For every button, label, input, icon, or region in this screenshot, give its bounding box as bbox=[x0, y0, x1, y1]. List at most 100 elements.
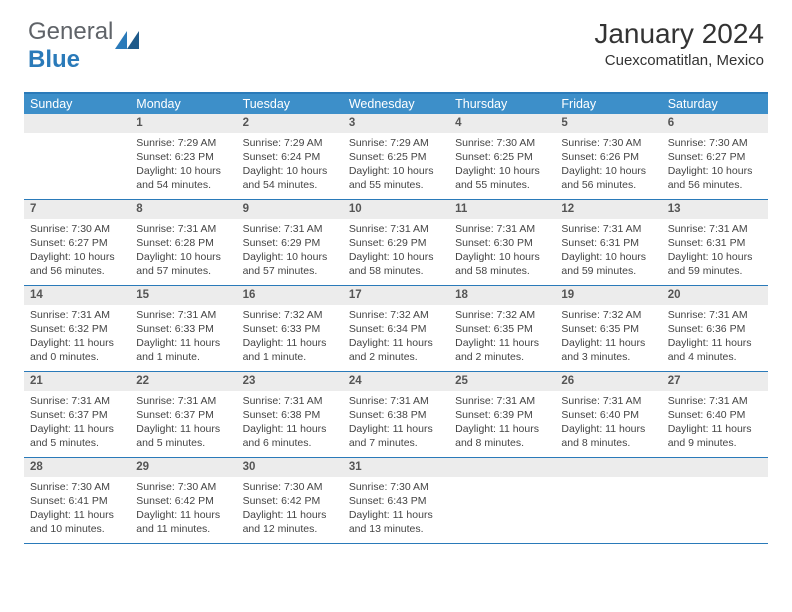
day-number: 20 bbox=[662, 286, 768, 305]
day-number bbox=[662, 458, 768, 477]
daylight-text: Daylight: 10 hours and 57 minutes. bbox=[136, 250, 230, 278]
triangle-icon bbox=[115, 31, 139, 49]
sunrise-text: Sunrise: 7:32 AM bbox=[349, 308, 443, 322]
sunrise-text: Sunrise: 7:31 AM bbox=[455, 394, 549, 408]
sunrise-text: Sunrise: 7:30 AM bbox=[30, 222, 124, 236]
daylight-text: Daylight: 10 hours and 57 minutes. bbox=[243, 250, 337, 278]
day-number: 30 bbox=[237, 458, 343, 477]
day-content: Sunrise: 7:31 AMSunset: 6:32 PMDaylight:… bbox=[24, 305, 130, 369]
sunrise-text: Sunrise: 7:31 AM bbox=[243, 222, 337, 236]
day-cell: 5Sunrise: 7:30 AMSunset: 6:26 PMDaylight… bbox=[555, 114, 661, 199]
day-number bbox=[449, 458, 555, 477]
brand-blue: Blue bbox=[28, 46, 80, 73]
daylight-text: Daylight: 11 hours and 8 minutes. bbox=[561, 422, 655, 450]
header: General Blue January 2024 Cuexcomatitlan… bbox=[0, 0, 792, 84]
daylight-text: Daylight: 11 hours and 8 minutes. bbox=[455, 422, 549, 450]
daylight-text: Daylight: 10 hours and 55 minutes. bbox=[455, 164, 549, 192]
sunrise-text: Sunrise: 7:30 AM bbox=[455, 136, 549, 150]
daylight-text: Daylight: 11 hours and 3 minutes. bbox=[561, 336, 655, 364]
day-cell: 27Sunrise: 7:31 AMSunset: 6:40 PMDayligh… bbox=[662, 372, 768, 457]
day-cell: 23Sunrise: 7:31 AMSunset: 6:38 PMDayligh… bbox=[237, 372, 343, 457]
day-number: 4 bbox=[449, 114, 555, 133]
day-cell: 4 Sunrise: 7:30 AMSunset: 6:25 PMDaylight… bbox=[449, 114, 555, 199]
day-number: 18 bbox=[449, 286, 555, 305]
day-cell: 18Sunrise: 7:32 AMSunset: 6:35 PMDayligh… bbox=[449, 286, 555, 371]
day-number: 7 bbox=[24, 200, 130, 219]
day-number: 25 bbox=[449, 372, 555, 391]
day-cell: 10Sunrise: 7:31 AMSunset: 6:29 PMDayligh… bbox=[343, 200, 449, 285]
day-content: Sunrise: 7:30 AMSunset: 6:42 PMDaylight:… bbox=[237, 477, 343, 541]
day-content: Sunrise: 7:31 AMSunset: 6:37 PMDaylight:… bbox=[130, 391, 236, 455]
weekday-header-row: SundayMondayTuesdayWednesdayThursdayFrid… bbox=[24, 94, 768, 114]
day-cell: 22Sunrise: 7:31 AMSunset: 6:37 PMDayligh… bbox=[130, 372, 236, 457]
sunset-text: Sunset: 6:37 PM bbox=[136, 408, 230, 422]
sunset-text: Sunset: 6:27 PM bbox=[668, 150, 762, 164]
day-cell: 13Sunrise: 7:31 AMSunset: 6:31 PMDayligh… bbox=[662, 200, 768, 285]
brand-logo: General Blue bbox=[28, 18, 139, 74]
day-content: Sunrise: 7:30 AMSunset: 6:26 PMDaylight:… bbox=[555, 133, 661, 197]
daylight-text: Daylight: 10 hours and 54 minutes. bbox=[136, 164, 230, 192]
day-cell bbox=[555, 458, 661, 543]
day-number: 15 bbox=[130, 286, 236, 305]
day-cell: 21Sunrise: 7:31 AMSunset: 6:37 PMDayligh… bbox=[24, 372, 130, 457]
day-content: Sunrise: 7:31 AMSunset: 6:40 PMDaylight:… bbox=[662, 391, 768, 455]
sunset-text: Sunset: 6:30 PM bbox=[455, 236, 549, 250]
sunset-text: Sunset: 6:41 PM bbox=[30, 494, 124, 508]
day-cell: 2Sunrise: 7:29 AMSunset: 6:24 PMDaylight… bbox=[237, 114, 343, 199]
sunset-text: Sunset: 6:25 PM bbox=[349, 150, 443, 164]
day-cell bbox=[449, 458, 555, 543]
day-cell: 16Sunrise: 7:32 AMSunset: 6:33 PMDayligh… bbox=[237, 286, 343, 371]
day-content: Sunrise: 7:31 AMSunset: 6:38 PMDaylight:… bbox=[237, 391, 343, 455]
day-cell: 6Sunrise: 7:30 AMSunset: 6:27 PMDaylight… bbox=[662, 114, 768, 199]
day-number: 23 bbox=[237, 372, 343, 391]
day-content: Sunrise: 7:31 AMSunset: 6:31 PMDaylight:… bbox=[662, 219, 768, 283]
sunrise-text: Sunrise: 7:31 AM bbox=[561, 394, 655, 408]
day-content: Sunrise: 7:31 AMSunset: 6:33 PMDaylight:… bbox=[130, 305, 236, 369]
day-cell: 3Sunrise: 7:29 AMSunset: 6:25 PMDaylight… bbox=[343, 114, 449, 199]
day-cell: 30Sunrise: 7:30 AMSunset: 6:42 PMDayligh… bbox=[237, 458, 343, 543]
weekday-header: Monday bbox=[130, 94, 236, 114]
day-number: 2 bbox=[237, 114, 343, 133]
sunrise-text: Sunrise: 7:31 AM bbox=[668, 222, 762, 236]
day-content: Sunrise: 7:31 AMSunset: 6:28 PMDaylight:… bbox=[130, 219, 236, 283]
day-cell: 14Sunrise: 7:31 AMSunset: 6:32 PMDayligh… bbox=[24, 286, 130, 371]
sunrise-text: Sunrise: 7:29 AM bbox=[243, 136, 337, 150]
sunset-text: Sunset: 6:39 PM bbox=[455, 408, 549, 422]
weekday-header: Tuesday bbox=[237, 94, 343, 114]
day-content: Sunrise: 7:31 AMSunset: 6:39 PMDaylight:… bbox=[449, 391, 555, 455]
sunset-text: Sunset: 6:33 PM bbox=[243, 322, 337, 336]
day-number: 1 bbox=[130, 114, 236, 133]
day-number: 11 bbox=[449, 200, 555, 219]
sunrise-text: Sunrise: 7:32 AM bbox=[243, 308, 337, 322]
weekday-header: Wednesday bbox=[343, 94, 449, 114]
daylight-text: Daylight: 10 hours and 58 minutes. bbox=[349, 250, 443, 278]
daylight-text: Daylight: 11 hours and 5 minutes. bbox=[30, 422, 124, 450]
sunset-text: Sunset: 6:42 PM bbox=[136, 494, 230, 508]
day-number: 13 bbox=[662, 200, 768, 219]
weeks-container: 1Sunrise: 7:29 AMSunset: 6:23 PMDaylight… bbox=[24, 114, 768, 544]
day-number: 17 bbox=[343, 286, 449, 305]
location-subtitle: Cuexcomatitlan, Mexico bbox=[594, 52, 764, 69]
sunrise-text: Sunrise: 7:31 AM bbox=[561, 222, 655, 236]
day-cell: 15Sunrise: 7:31 AMSunset: 6:33 PMDayligh… bbox=[130, 286, 236, 371]
sunset-text: Sunset: 6:40 PM bbox=[668, 408, 762, 422]
day-cell: 29Sunrise: 7:30 AMSunset: 6:42 PMDayligh… bbox=[130, 458, 236, 543]
day-cell: 9Sunrise: 7:31 AMSunset: 6:29 PMDaylight… bbox=[237, 200, 343, 285]
day-cell: 25Sunrise: 7:31 AMSunset: 6:39 PMDayligh… bbox=[449, 372, 555, 457]
daylight-text: Daylight: 10 hours and 58 minutes. bbox=[455, 250, 549, 278]
sunset-text: Sunset: 6:23 PM bbox=[136, 150, 230, 164]
day-number: 24 bbox=[343, 372, 449, 391]
daylight-text: Daylight: 11 hours and 5 minutes. bbox=[136, 422, 230, 450]
day-content: Sunrise: 7:30 AMSunset: 6:43 PMDaylight:… bbox=[343, 477, 449, 541]
day-content: Sunrise: 7:32 AMSunset: 6:35 PMDaylight:… bbox=[449, 305, 555, 369]
sunset-text: Sunset: 6:25 PM bbox=[455, 150, 549, 164]
day-number: 3 bbox=[343, 114, 449, 133]
day-content: Sunrise: 7:32 AMSunset: 6:34 PMDaylight:… bbox=[343, 305, 449, 369]
sunrise-text: Sunrise: 7:30 AM bbox=[668, 136, 762, 150]
day-number: 16 bbox=[237, 286, 343, 305]
weekday-header: Friday bbox=[555, 94, 661, 114]
day-number: 6 bbox=[662, 114, 768, 133]
day-number: 5 bbox=[555, 114, 661, 133]
title-block: January 2024 Cuexcomatitlan, Mexico bbox=[594, 18, 764, 69]
sunrise-text: Sunrise: 7:30 AM bbox=[561, 136, 655, 150]
